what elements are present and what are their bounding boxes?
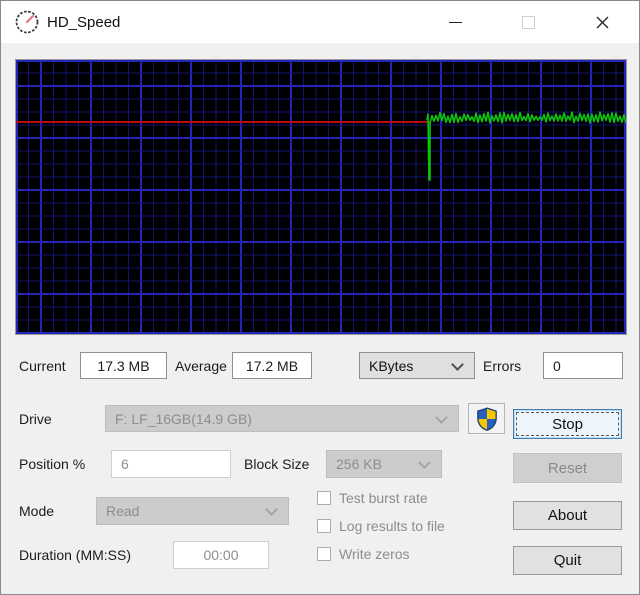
duration-input[interactable]: 00:00 <box>173 541 269 569</box>
close-icon <box>596 16 608 28</box>
position-label: Position % <box>19 456 86 472</box>
units-dropdown[interactable]: KBytes <box>359 352 475 379</box>
mode-label: Mode <box>19 503 55 519</box>
mode-dropdown[interactable]: Read <box>96 497 289 525</box>
drive-dropdown-value: F: LF_16GB(14.9 GB) <box>115 410 252 427</box>
drive-label: Drive <box>19 410 52 427</box>
speed-graph <box>15 59 627 335</box>
close-button[interactable] <box>578 1 626 43</box>
window-title: HD_Speed <box>47 13 121 31</box>
chevron-down-icon <box>265 503 278 516</box>
units-dropdown-value: KBytes <box>369 357 414 374</box>
maximize-button[interactable] <box>504 1 552 43</box>
elevate-permissions-button[interactable] <box>468 403 505 434</box>
write-zeros-checkbox[interactable] <box>317 547 331 561</box>
block-size-dropdown[interactable]: 256 KB <box>326 450 442 478</box>
minimize-button[interactable] <box>431 1 479 43</box>
reset-button[interactable]: Reset <box>513 453 622 483</box>
maximize-icon <box>521 15 535 29</box>
errors-label: Errors <box>483 357 522 374</box>
test-burst-rate-label: Test burst rate <box>339 490 428 506</box>
speedometer-icon <box>14 9 40 35</box>
stop-button[interactable]: Stop <box>513 409 622 439</box>
current-label: Current <box>19 357 66 374</box>
mode-dropdown-value: Read <box>106 503 140 519</box>
errors-value-box: 0 <box>543 352 623 379</box>
log-results-label: Log results to file <box>339 518 445 534</box>
average-value-box: 17.2 MB <box>232 352 312 379</box>
current-value-box: 17.3 MB <box>80 352 167 379</box>
block-size-label: Block Size <box>244 456 310 472</box>
title-bar: HD_Speed <box>1 1 639 43</box>
block-size-dropdown-value: 256 KB <box>336 456 382 472</box>
log-results-checkbox[interactable] <box>317 519 331 533</box>
chevron-down-icon <box>418 456 431 469</box>
uac-shield-icon <box>476 406 497 431</box>
position-input[interactable]: 6 <box>111 450 231 478</box>
chevron-down-icon <box>451 357 464 371</box>
speed-graph-plot <box>16 60 626 334</box>
average-label: Average <box>175 357 227 374</box>
about-button[interactable]: About <box>513 501 622 530</box>
drive-dropdown[interactable]: F: LF_16GB(14.9 GB) <box>105 405 459 432</box>
test-burst-rate-checkbox[interactable] <box>317 491 331 505</box>
chevron-down-icon <box>435 410 448 424</box>
minimize-icon <box>448 21 462 23</box>
quit-button[interactable]: Quit <box>513 546 622 575</box>
duration-label: Duration (MM:SS) <box>19 547 132 563</box>
write-zeros-label: Write zeros <box>339 546 410 562</box>
